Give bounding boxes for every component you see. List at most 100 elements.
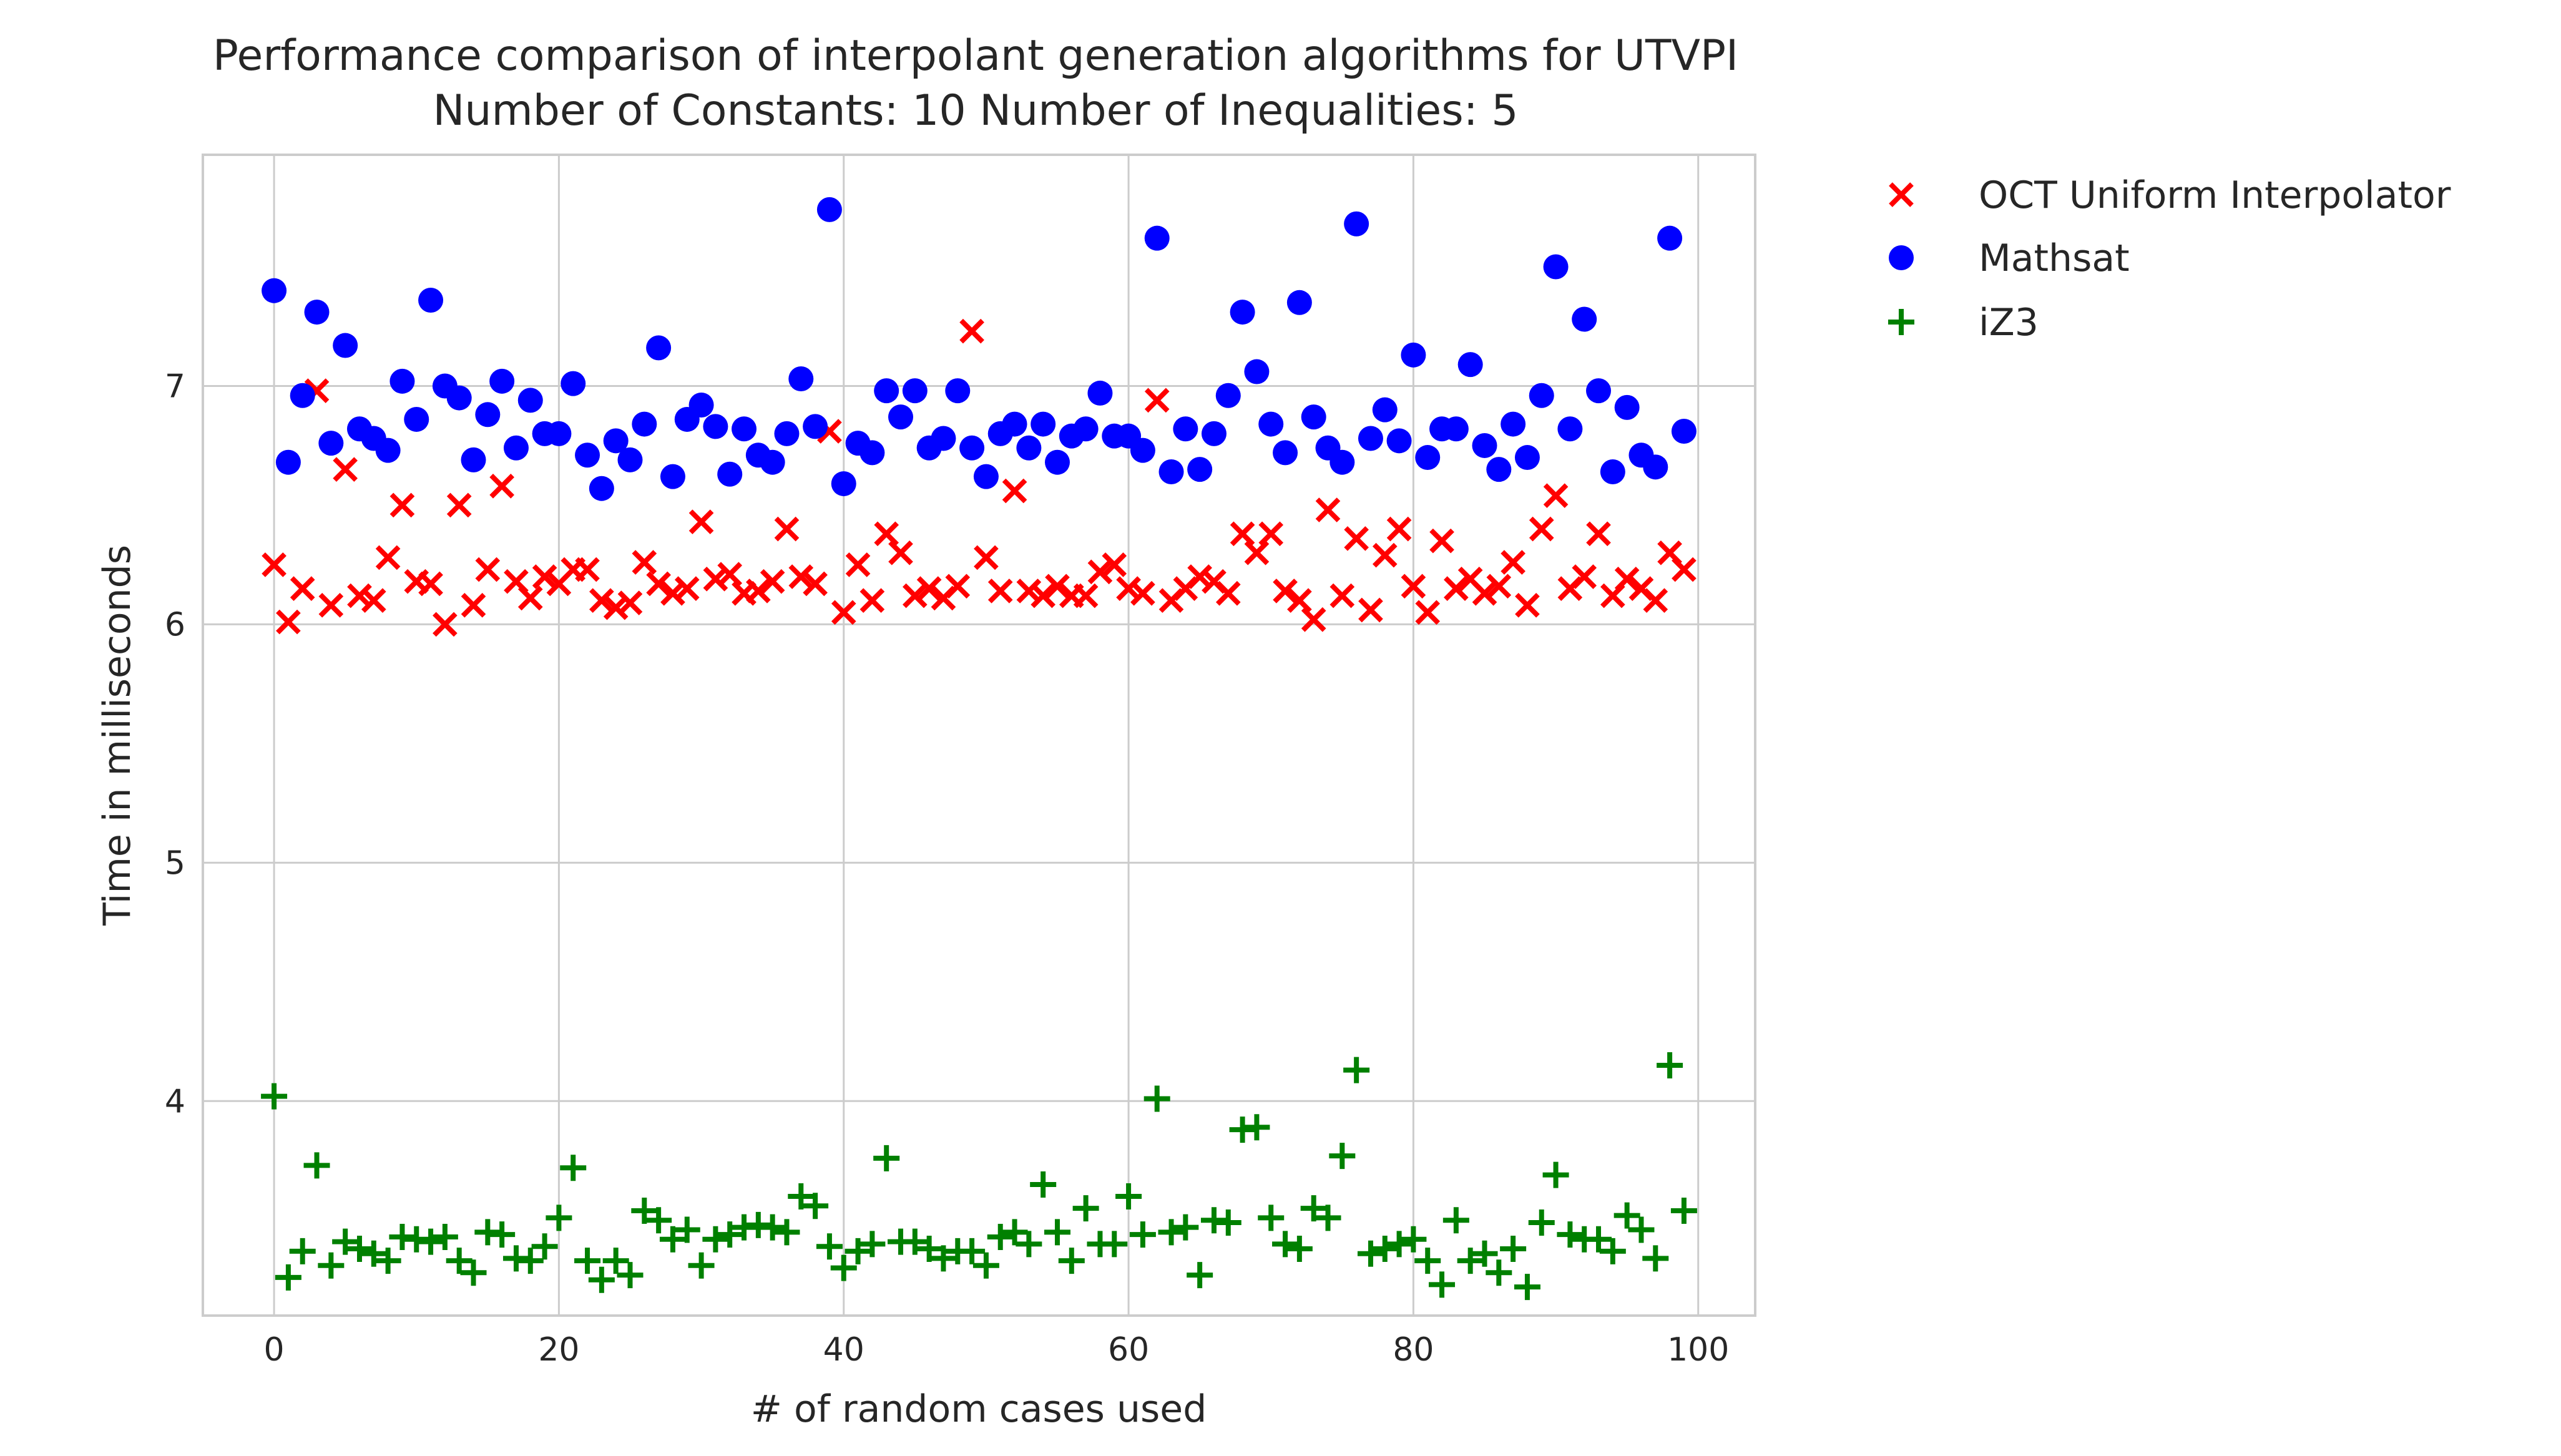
data-point [1642,1245,1669,1272]
data-point [1258,521,1284,547]
data-point [347,583,372,608]
data-point [1628,1216,1655,1243]
data-point [461,447,486,472]
data-point [333,457,358,482]
data-point [816,197,842,222]
data-point [318,593,344,618]
data-point [561,371,586,396]
data-point [375,1248,401,1274]
data-point [575,557,600,582]
data-point [431,1223,458,1250]
data-point [603,595,629,620]
data-point [959,1238,986,1264]
data-point [1329,583,1355,608]
y-axis-ticks: 4 5 6 7 [165,368,185,1120]
data-point [972,1252,999,1279]
data-point [1001,1219,1028,1246]
data-point [688,1252,715,1279]
data-point [717,1221,743,1248]
data-point [1672,557,1697,582]
data-point [261,1083,288,1110]
data-point [760,449,785,475]
data-point [1144,225,1170,251]
data-point [262,552,286,577]
data-point [802,1193,829,1219]
data-point [418,287,444,313]
data-point [1158,459,1184,484]
data-point [333,333,358,358]
data-point [1613,1202,1640,1229]
data-point [1528,1209,1555,1236]
data-point [1002,411,1027,437]
data-point [1258,1204,1285,1231]
data-point [503,435,529,461]
data-point [1044,1219,1070,1246]
data-point [617,447,643,472]
data-point [1529,383,1554,408]
data-point [1130,580,1155,606]
data-point [632,550,657,575]
data-point [1215,580,1241,606]
data-point [1016,435,1042,461]
data-point [1358,597,1383,623]
y-axis-label: Time in milliseconds [95,545,139,926]
data-point [874,378,899,404]
data-point [517,388,543,413]
data-point [703,567,728,592]
data-point [1643,588,1668,613]
data-point [1501,411,1526,437]
data-point [859,1231,886,1258]
data-point [1329,1143,1356,1170]
data-point [732,416,757,442]
data-point [688,509,714,535]
data-point [1372,542,1398,568]
data-series [261,197,1697,1301]
data-point [831,471,856,497]
data-point [1258,411,1284,437]
data-point [389,368,415,394]
data-point [1301,404,1326,430]
data-point [816,1233,843,1260]
data-point [1073,583,1099,608]
data-point [1386,516,1412,542]
data-point [617,590,643,615]
x-axis-ticks: 0 20 40 60 80 100 [264,1331,1730,1369]
data-point [1002,478,1027,504]
data-point [275,449,301,475]
data-point [631,1197,658,1224]
data-point [460,1259,487,1286]
data-point [1543,254,1569,280]
x-tick-label: 80 [1393,1331,1434,1369]
data-point [1529,516,1554,542]
data-point [1031,411,1056,437]
legend-label: OCT Uniform Interpolator [1979,173,2451,217]
data-point [1586,378,1612,404]
x-tick-label: 100 [1667,1331,1729,1369]
data-point [888,540,913,565]
data-point [446,385,472,411]
data-point [1187,564,1212,589]
data-point [1187,457,1213,482]
data-point [1643,454,1668,480]
data-point [859,588,885,613]
data-point [1657,1052,1683,1078]
series-group [261,1052,1697,1301]
data-point [1514,445,1540,471]
data-point [1315,1204,1341,1231]
data-point [702,1226,729,1253]
data-point [1016,1231,1042,1258]
y-tick-label: 6 [165,606,185,643]
data-point [1115,1183,1142,1210]
data-point [532,564,557,589]
data-point [1116,576,1141,601]
data-point [1173,416,1198,442]
data-point [1201,421,1227,446]
legend: OCT Uniform Interpolator Mathsat iZ3 [1888,173,2451,344]
data-point [973,464,999,489]
data-point [1230,300,1255,325]
data-point [1130,437,1155,463]
data-point [1501,550,1525,575]
data-point [304,300,330,325]
legend-item: Mathsat [1889,237,2130,280]
